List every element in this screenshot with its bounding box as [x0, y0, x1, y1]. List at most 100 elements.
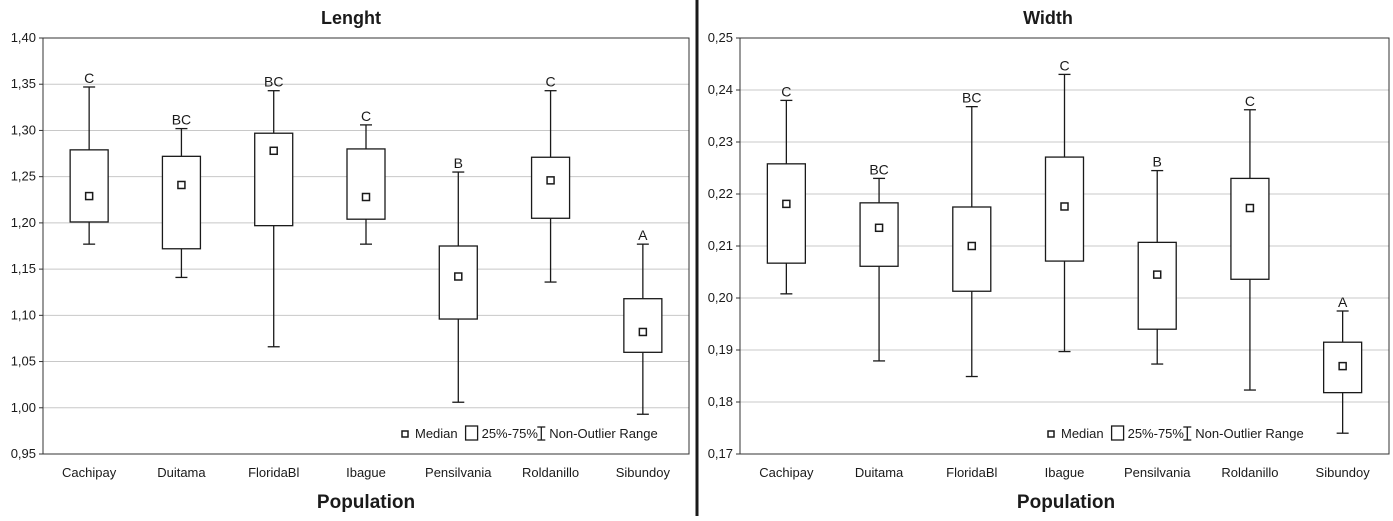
panel-width: Width 0,17 0,18 0,19 0,20 0,21 0,22 0,23 0,24 0,2…: [708, 8, 1390, 513]
median-marker: [361, 192, 371, 202]
iqr-box: [766, 163, 807, 264]
box-floridabl: BC FloridaBl: [248, 74, 299, 480]
plot-frame: [739, 37, 1390, 455]
chart-title: Width: [1023, 8, 1073, 28]
y-tick-label: 0,19: [708, 342, 733, 357]
x-tick-label: Ibague: [1045, 465, 1085, 480]
box-duitama: BC Duitama: [157, 112, 206, 480]
y-tick-label: 1,25: [11, 169, 36, 184]
group-letter: C: [84, 70, 94, 86]
y-tick-label: 1,30: [11, 122, 36, 137]
median-marker: [638, 327, 648, 337]
legend-median-symbol: [401, 430, 409, 438]
box-ibague: C Ibague: [346, 108, 386, 480]
y-tick-label: 1,00: [11, 400, 36, 415]
x-tick-label: Pensilvania: [1124, 465, 1191, 480]
box-roldanillo: C Roldanillo: [1221, 93, 1278, 480]
y-tick-label: 0,20: [708, 290, 733, 305]
x-tick-label: Sibundoy: [616, 465, 671, 480]
median-marker: [874, 223, 884, 233]
y-tick-label: 0,22: [708, 186, 733, 201]
legend-range-label: Non-Outlier Range: [549, 426, 657, 441]
x-axis-label: Population: [317, 492, 415, 513]
y-tick-label: 1,10: [11, 307, 36, 322]
legend-median-symbol: [1047, 430, 1055, 438]
legend: Median 25%-75% Non-Outlier Range: [401, 425, 658, 441]
box-ibague: C Ibague: [1045, 57, 1085, 480]
legend-box-symbol: [464, 425, 479, 441]
group-letter: A: [1338, 294, 1348, 310]
group-letter: B: [1153, 154, 1162, 170]
box-floridabl: BC FloridaBl: [946, 90, 997, 480]
iqr-box: [859, 202, 899, 267]
x-tick-label: Cachipay: [759, 465, 814, 480]
x-axis-label: Population: [1017, 492, 1115, 513]
group-letter: C: [546, 74, 556, 90]
median-marker: [454, 272, 463, 281]
x-tick-label: Pensilvania: [425, 465, 492, 480]
panel-length: Lenght 0,95 1,00 1,05 1,10 1,15 1,20 1,25 1,30 1,…: [11, 8, 690, 513]
y-tick-label: 1,35: [11, 76, 36, 91]
y-tick-label: 0,17: [708, 446, 733, 461]
median-marker: [782, 199, 791, 209]
x-tick-label: Roldanillo: [522, 465, 579, 480]
y-tick-label: 1,15: [11, 261, 36, 276]
group-letter: B: [454, 155, 463, 171]
iqr-box: [346, 148, 386, 220]
group-letter: C: [1059, 57, 1069, 73]
box-cachipay: C Cachipay: [62, 70, 117, 480]
legend-median-label: Median: [1061, 426, 1104, 441]
legend-box-label: 25%-75%: [482, 426, 539, 441]
iqr-box: [530, 156, 571, 219]
median-marker: [1245, 203, 1255, 213]
iqr-box: [69, 149, 109, 223]
box-sibundoy: A Sibundoy: [616, 227, 671, 480]
y-tick-label: 0,21: [708, 238, 733, 253]
box-duitama: BC Duitama: [855, 161, 904, 480]
iqr-box: [1230, 177, 1270, 280]
iqr-box: [161, 155, 202, 250]
group-letter: BC: [869, 161, 888, 177]
iqr-box: [1137, 241, 1177, 330]
y-tick-label: 1,05: [11, 354, 36, 369]
group-letter: A: [638, 227, 648, 243]
x-tick-label: Cachipay: [62, 465, 117, 480]
x-tick-label: FloridaBl: [946, 465, 997, 480]
median-marker: [1338, 361, 1347, 371]
x-tick-label: FloridaBl: [248, 465, 299, 480]
iqr-box: [623, 298, 663, 353]
median-marker: [269, 146, 278, 156]
x-tick-label: Roldanillo: [1221, 465, 1278, 480]
group-letter: BC: [962, 90, 981, 106]
x-tick-label: Duitama: [157, 465, 206, 480]
legend-box-symbol: [1110, 425, 1125, 441]
median-marker: [546, 176, 555, 185]
box-sibundoy: A Sibundoy: [1316, 294, 1371, 480]
group-letter: C: [361, 108, 371, 124]
median-marker: [177, 180, 186, 190]
median-marker: [84, 191, 94, 201]
legend: Median 25%-75% Non-Outlier Range: [1047, 425, 1304, 441]
box-pensilvania: B Pensilvania: [1124, 154, 1191, 480]
group-letter: BC: [264, 74, 283, 90]
y-tick-label: 0,95: [11, 446, 36, 461]
x-tick-label: Ibague: [346, 465, 386, 480]
box-pensilvania: B Pensilvania: [425, 155, 492, 480]
median-marker: [967, 241, 977, 251]
y-tick-label: 0,23: [708, 134, 733, 149]
group-letter: BC: [172, 112, 191, 128]
legend-box-label: 25%-75%: [1128, 426, 1185, 441]
median-marker: [1060, 202, 1069, 211]
y-tick-label: 0,24: [708, 82, 733, 97]
y-tick-label: 0,25: [708, 30, 733, 45]
group-letter: C: [781, 83, 791, 99]
y-tick-label: 1,40: [11, 30, 36, 45]
plot-frame: [42, 37, 690, 455]
group-letter: C: [1245, 93, 1255, 109]
median-marker: [1152, 270, 1162, 279]
box-cachipay: C Cachipay: [759, 83, 814, 480]
legend-median-label: Median: [415, 426, 458, 441]
iqr-box: [438, 245, 478, 320]
